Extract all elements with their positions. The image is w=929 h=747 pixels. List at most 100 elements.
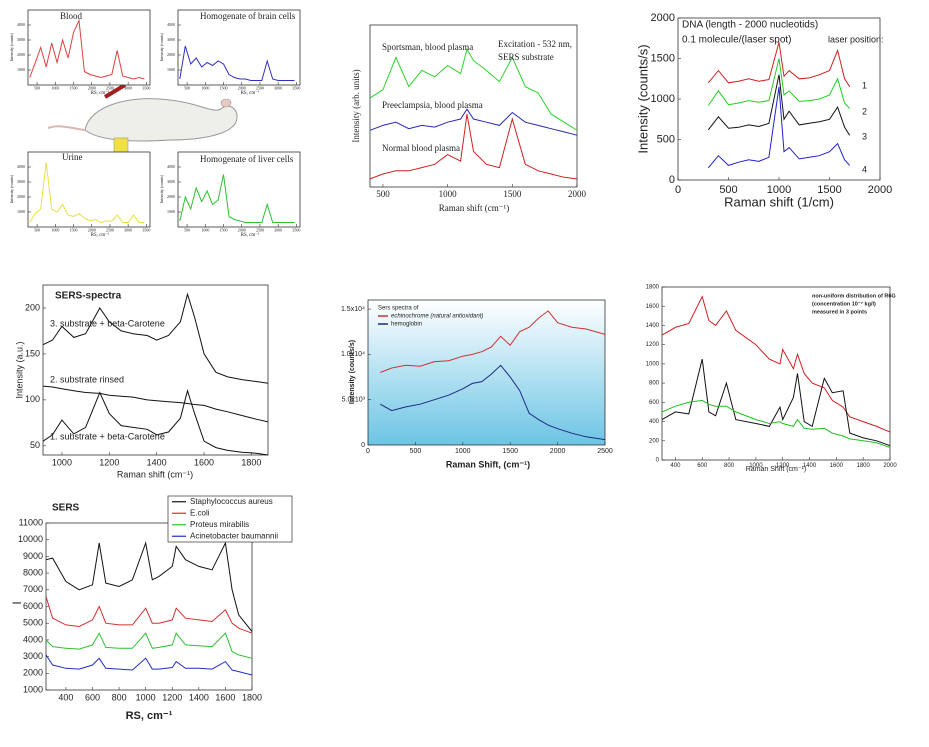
y-tick-label: 5000	[23, 618, 43, 628]
x-tick-label: 2500	[106, 228, 114, 233]
x-axis-label: RS, cm⁻¹	[91, 90, 110, 96]
x-tick-label: 3000	[124, 86, 132, 91]
y-tick-label: 3000	[17, 179, 25, 184]
y-axis-label: Intensity (counts)	[159, 174, 164, 203]
chart-title: Homogenate of brain cells	[200, 11, 296, 21]
x-tick-label: 500	[34, 86, 40, 91]
x-tick-label: 1500	[70, 228, 78, 233]
y-tick-label: 500	[657, 133, 675, 145]
x-tick-label: 1600	[830, 463, 844, 469]
x-tick-label: 500	[184, 86, 190, 91]
y-tick-label: 600	[649, 400, 660, 406]
chart-title: Blood	[60, 11, 83, 21]
x-tick-label: 3500	[142, 228, 150, 233]
annotation: non-uniform distribution of R6G	[812, 293, 896, 299]
plot-frame	[177, 151, 301, 228]
spectrum-line	[45, 596, 253, 634]
x-tick-label: 3000	[124, 228, 132, 233]
y-tick-label: 1200	[646, 342, 660, 348]
x-tick-label: 1800	[241, 457, 261, 467]
legend-label: E.coli	[190, 508, 210, 517]
spectrum-line	[179, 45, 295, 81]
x-tick-label: 1000	[52, 457, 72, 467]
spectrum-line	[707, 74, 851, 136]
x-tick-label: 1200	[162, 692, 182, 702]
y-tick-label: 2000	[167, 52, 175, 57]
y-tick-label: 0	[669, 174, 675, 186]
y-tick-label: 4000	[17, 164, 25, 169]
y-axis-label: Intensity (counts)	[159, 32, 164, 61]
series-label: Preeclampsia, blood plasma	[382, 100, 483, 110]
chart-title: SERS-spectra	[55, 291, 122, 302]
x-tick-label: 500	[410, 448, 422, 455]
x-tick-label: 600	[85, 692, 100, 702]
annotation: laser position:	[828, 34, 884, 44]
x-tick-label: 500	[719, 184, 737, 196]
spectrum-line	[369, 108, 578, 136]
x-tick-label: 1200	[99, 457, 119, 467]
y-axis-label: I	[10, 601, 24, 604]
x-tick-label: 2000	[568, 189, 587, 199]
x-axis-label: Raman shift (cm⁻¹)	[439, 203, 509, 213]
x-axis-label: Raman shift (cm⁻¹)	[117, 469, 193, 479]
x-tick-label: 500	[34, 228, 40, 233]
x-tick-label: 1000	[201, 228, 209, 233]
y-tick-label: 2000	[651, 12, 675, 24]
x-tick-label: 1400	[803, 463, 817, 469]
x-tick-label: 600	[697, 463, 708, 469]
x-tick-label: 3500	[292, 228, 300, 233]
series-label: Normal blood plasma	[382, 143, 460, 153]
y-axis-label: Intensity (a.u.)	[14, 341, 24, 398]
x-tick-label: 1800	[242, 692, 262, 702]
y-axis-label: Intensity (counts/s)	[349, 340, 356, 404]
x-tick-label: 3000	[274, 228, 282, 233]
legend-label: hemoglobin	[391, 322, 422, 328]
x-tick-label: 1600	[194, 457, 214, 467]
legend-label: Acinetobacter baumannii	[190, 531, 278, 540]
x-tick-label: 2000	[550, 448, 566, 455]
spectrum-line	[45, 632, 253, 659]
y-tick-label: 200	[649, 438, 660, 444]
y-axis-label: Intensity (counts)	[9, 174, 14, 203]
spectrum-line	[29, 18, 145, 80]
legend-box	[167, 495, 293, 543]
x-tick-label: 2000	[238, 86, 246, 91]
spectrum-line	[29, 162, 145, 224]
y-tick-label: 3000	[167, 179, 175, 184]
x-tick-label: 1500	[503, 189, 522, 199]
y-tick-label: 400	[649, 419, 660, 425]
x-tick-label: 500	[184, 228, 190, 233]
y-tick-label: 11000	[19, 517, 43, 527]
spectrum-line	[707, 42, 851, 88]
y-tick-label: 1000	[167, 209, 175, 214]
plot-frame	[367, 299, 606, 446]
x-tick-label: 2000	[883, 463, 897, 469]
series-label: 4	[862, 164, 867, 174]
y-tick-label: 8000	[23, 567, 43, 577]
spectrum-line	[707, 58, 851, 110]
y-tick-label: 2000	[17, 52, 25, 57]
chart-title: Urine	[62, 152, 83, 162]
x-axis-label: RS, cm⁻¹	[91, 232, 110, 238]
x-tick-label: 1500	[220, 228, 228, 233]
x-tick-label: 2500	[597, 448, 613, 455]
x-tick-label: 800	[112, 692, 127, 702]
x-tick-label: 400	[670, 463, 681, 469]
y-tick-label: 1000	[651, 93, 675, 105]
annotation: DNA (length - 2000 nucleotids)	[682, 20, 818, 31]
y-tick-label: 5.0x10³	[342, 397, 366, 404]
x-tick-label: 1400	[147, 457, 167, 467]
y-tick-label: 3000	[23, 651, 43, 661]
spectrum-line	[42, 388, 269, 456]
x-tick-label: 2500	[106, 86, 114, 91]
y-tick-label: 1000	[17, 209, 25, 214]
y-tick-label: 1.0x10⁴	[341, 351, 365, 358]
spectrum-line	[369, 114, 578, 180]
x-tick-label: 1500	[817, 184, 841, 196]
spectrum-line	[380, 310, 606, 373]
series-label: 1	[862, 80, 867, 90]
y-tick-label: 100	[25, 394, 40, 404]
mouse-illustration	[47, 81, 238, 162]
spectrum-line	[45, 541, 253, 632]
